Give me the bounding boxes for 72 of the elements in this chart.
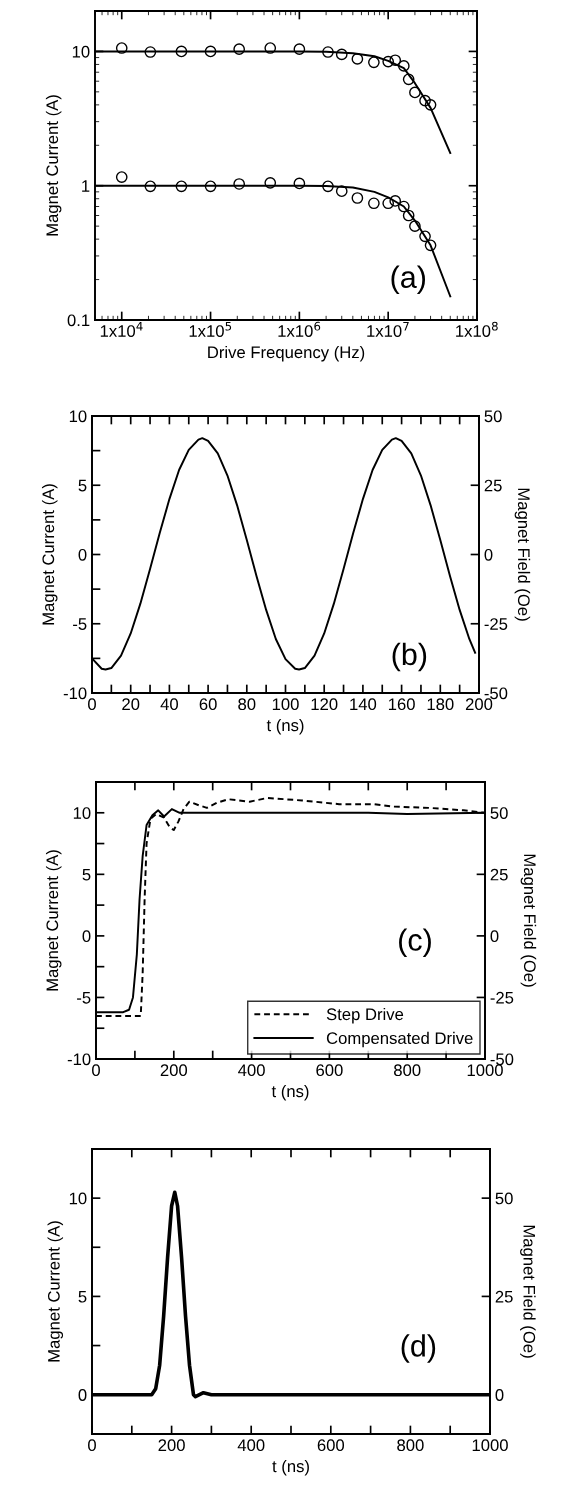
y2-tick-label: -25 xyxy=(484,618,508,630)
x-tick-label: 60 xyxy=(199,698,217,711)
y2-tick-label: 50 xyxy=(490,807,508,819)
y2-tick-label: -50 xyxy=(484,687,508,700)
x-tick-label: 600 xyxy=(316,1064,343,1077)
y2-tick-label: 25 xyxy=(484,479,502,492)
x-tick-label: 1x10$^{4}$ xyxy=(100,321,143,337)
y-tick-label: 0 xyxy=(82,930,91,943)
y-tick-label: 10 xyxy=(69,1192,87,1205)
y-tick-label: 10 xyxy=(72,45,90,58)
x-tick-label: 200 xyxy=(465,698,493,711)
y2-tick-label: 25 xyxy=(490,868,508,881)
y2-tick-label: 0 xyxy=(495,1389,504,1401)
x-tick-label: 1000 xyxy=(472,1439,508,1452)
y-tick-label: -10 xyxy=(63,687,87,700)
y-tick-label: -5 xyxy=(77,992,91,1004)
y-axis-title: Magnet Current (A) xyxy=(45,850,62,991)
y-tick-label: 0.1 xyxy=(67,314,90,327)
x-tick-label: 40 xyxy=(160,698,179,711)
x-axis-title: t (ns) xyxy=(272,1459,309,1476)
y-tick-label: 1 xyxy=(82,180,90,192)
y-tick-label: 0 xyxy=(78,548,87,561)
x-tick-label: 0 xyxy=(92,1064,100,1077)
x-tick-label: 1000 xyxy=(467,1064,503,1077)
y2-tick-label: -50 xyxy=(490,1053,514,1066)
x-tick-label: 400 xyxy=(238,1064,265,1077)
y-tick-label: 5 xyxy=(82,868,91,881)
y2-axis-title: Magnet Field (Oe) xyxy=(514,488,531,621)
y2-tick-label: 50 xyxy=(495,1192,513,1205)
x-axis-title: Drive Frequency (Hz) xyxy=(208,345,365,362)
y2-tick-label: -25 xyxy=(490,991,514,1004)
x-tick-label: 100 xyxy=(272,698,299,711)
x-tick-label: 1x10$^{5}$ xyxy=(189,321,232,337)
y2-axis-title: Magnet Field (Oe) xyxy=(520,1225,536,1358)
y-tick-label: -5 xyxy=(73,618,87,630)
y-tick-label: 10 xyxy=(69,410,87,423)
x-tick-label: 120 xyxy=(311,698,338,711)
y-axis-title: Magnet Current (A) xyxy=(47,1221,64,1362)
x-tick-label: 200 xyxy=(158,1439,185,1452)
y2-tick-label: 25 xyxy=(495,1290,513,1303)
annotation: (d) xyxy=(401,1334,436,1363)
annotation: (a) xyxy=(391,265,426,295)
y-tick-label: 10 xyxy=(73,807,91,819)
x-tick-label: 80 xyxy=(238,698,256,711)
annotation: (c) xyxy=(399,928,431,957)
y2-tick-label: 50 xyxy=(484,410,502,423)
x-tick-label: 1x10$^{6}$ xyxy=(278,321,321,337)
y-tick-label: -10 xyxy=(67,1053,91,1066)
y2-axis-title: Magnet Field (Oe) xyxy=(520,854,537,987)
x-tick-label: 800 xyxy=(394,1064,421,1077)
legend-label: Compensated Drive xyxy=(326,1031,473,1048)
annotation: (b) xyxy=(392,642,427,672)
y2-tick-label: 0 xyxy=(490,930,499,943)
x-tick-label: 180 xyxy=(427,698,454,711)
x-tick-label: 1x10$^{7}$ xyxy=(367,321,409,337)
x-axis-title: t (ns) xyxy=(271,1084,309,1101)
x-tick-label: 160 xyxy=(388,698,415,711)
x-tick-label: 800 xyxy=(397,1439,424,1452)
x-tick-label: 400 xyxy=(237,1439,265,1452)
y-axis-title: Magnet Current (A) xyxy=(41,484,58,625)
y-tick-label: 0 xyxy=(78,1389,87,1401)
y-tick-label: 5 xyxy=(78,479,87,492)
legend-label: Step Drive xyxy=(326,1007,404,1024)
x-axis-title: t (ns) xyxy=(266,718,304,735)
y-axis-title: Magnet Current (A) xyxy=(45,95,62,236)
x-tick-label: 200 xyxy=(160,1064,188,1077)
y-tick-label: 5 xyxy=(78,1290,87,1303)
x-tick-label: 20 xyxy=(122,698,140,711)
y2-tick-label: 0 xyxy=(484,548,493,561)
x-tick-label: 600 xyxy=(317,1439,345,1452)
x-tick-label: 140 xyxy=(350,698,377,711)
x-tick-label: 1x10$^{8}$ xyxy=(456,321,498,337)
